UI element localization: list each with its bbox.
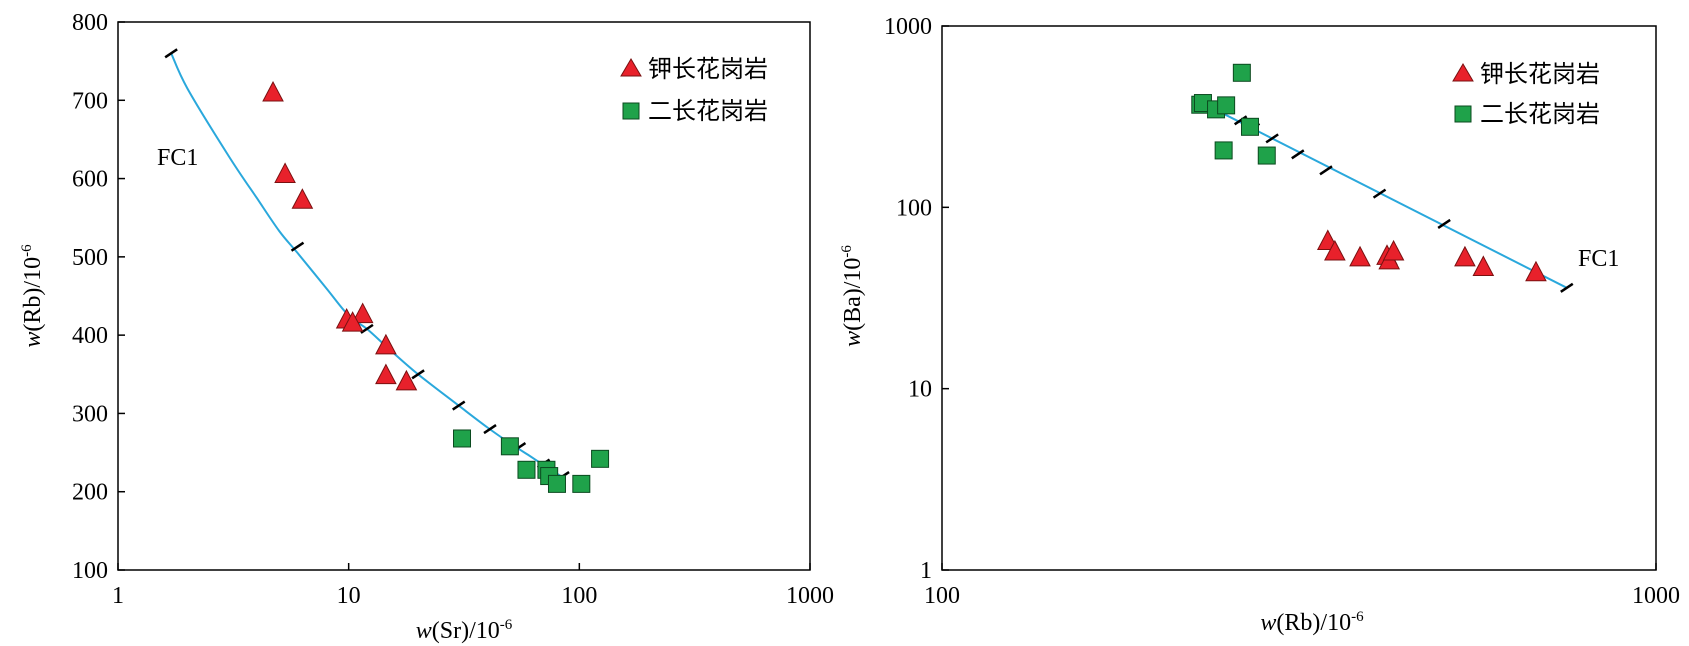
triangle-point	[1324, 239, 1346, 261]
y-tick-label: 200	[72, 480, 108, 506]
square-point	[1232, 63, 1251, 82]
triangle-point	[1472, 255, 1495, 276]
legend-label-square-right: 二长花岗岩	[1480, 100, 1600, 128]
trend-tick-mark	[1291, 149, 1305, 160]
square-point	[572, 474, 591, 493]
y-tick-labels-right: 1 10 100 1000	[884, 14, 949, 584]
triangle-point	[395, 369, 418, 391]
square-point	[591, 449, 610, 468]
legend-label-square-left: 二长花岗岩	[648, 97, 768, 125]
trend-line-path	[170, 52, 564, 479]
legend-triangle-marker-left	[620, 58, 642, 77]
square-point	[1214, 141, 1233, 160]
y-tick-label: 500	[72, 245, 108, 271]
legend-right: 钾长花岗岩 二长花岗岩	[1452, 60, 1600, 128]
x-tick-label: 1000	[1632, 583, 1680, 609]
triangle-point	[1382, 239, 1405, 261]
trend-tick-mark	[1372, 188, 1387, 199]
legend-triangle-marker-right	[1452, 63, 1474, 82]
y-axis-title-right: w(Ba)/10-6	[839, 245, 866, 347]
trend-label-right: FC1	[1578, 246, 1619, 272]
square-point	[517, 460, 536, 479]
y-tick-label: 400	[72, 323, 108, 349]
trend-label-left: FC1	[157, 145, 198, 171]
triangle-point	[1454, 245, 1476, 267]
square-point	[453, 429, 472, 448]
triangle-point	[341, 311, 364, 332]
legend-left: 钾长花岗岩 二长花岗岩	[620, 55, 768, 125]
x-axis-title-left: w(Sr)/10-6	[416, 617, 513, 644]
y-tick-label: 10	[908, 377, 932, 403]
y-tick-label: 100	[72, 558, 108, 584]
trend-tick-mark	[1319, 165, 1333, 176]
x-tick-label: 1000	[786, 583, 834, 609]
plot-area-right	[941, 25, 1657, 571]
x-tick-label: 100	[561, 583, 597, 609]
triangle-point	[274, 162, 296, 183]
legend-square-marker-right	[1454, 105, 1472, 123]
legend-label-triangle-left: 钾长花岗岩	[648, 55, 768, 83]
x-tick-label: 1	[112, 583, 124, 609]
y-tick-label: 1000	[884, 14, 932, 40]
chart-ba-vs-rb: 1 10 100 1000 100 1000 w(Rb)/10-6 w(Ba)/10-6…	[839, 14, 1680, 636]
trend-tick-mark	[1265, 133, 1279, 144]
square-point	[500, 437, 519, 456]
triangle-point	[351, 302, 374, 324]
data-points-left	[262, 80, 610, 493]
y-tick-labels-left: 100 200 300 400 500 600 700 800	[72, 10, 125, 584]
triangle-point	[262, 80, 284, 102]
chart-rb-vs-sr: 100 200 300 400 500 600 700 800 1 10 100 1000 w(Sr…	[19, 10, 834, 644]
y-axis-title-left: w(Rb)/10-6	[19, 244, 46, 348]
trend-tick-mark	[483, 424, 497, 435]
y-tick-label: 300	[72, 401, 108, 427]
y-tick-label: 600	[72, 167, 108, 193]
x-tick-label: 100	[924, 583, 960, 609]
triangle-point	[375, 363, 397, 385]
trend-tick-mark	[1560, 282, 1574, 293]
trend-tick-mark	[164, 48, 178, 59]
trend-tick-mark	[1437, 218, 1451, 229]
square-point	[547, 474, 566, 493]
y-tick-label: 1	[920, 558, 932, 584]
y-tick-label: 700	[72, 88, 108, 114]
y-tick-label: 100	[896, 195, 932, 221]
square-point	[1240, 117, 1259, 136]
triangle-point	[291, 188, 314, 209]
trend-tick-mark	[290, 241, 305, 252]
triangle-point	[375, 333, 397, 355]
x-tick-labels-right: 100 1000	[924, 563, 1680, 609]
data-points-right	[1191, 63, 1547, 282]
triangle-point	[1349, 245, 1371, 267]
trend-tick-mark	[411, 369, 425, 380]
trend-tick-mark	[452, 400, 466, 411]
trend-curve-left	[164, 48, 570, 482]
legend-label-triangle-right: 钾长花岗岩	[1480, 60, 1600, 88]
legend-square-marker-left	[622, 102, 640, 120]
x-tick-labels-left: 1 10 100 1000	[112, 563, 834, 609]
square-point	[1217, 96, 1236, 115]
trend-tick-mark	[1233, 115, 1248, 126]
plot-area-left	[117, 21, 811, 571]
square-point	[1257, 146, 1276, 165]
y-tick-label: 800	[72, 10, 108, 36]
triangle-point	[1525, 260, 1547, 282]
x-axis-title-right: w(Rb)/10-6	[1260, 609, 1364, 636]
x-tick-label: 10	[337, 583, 361, 609]
